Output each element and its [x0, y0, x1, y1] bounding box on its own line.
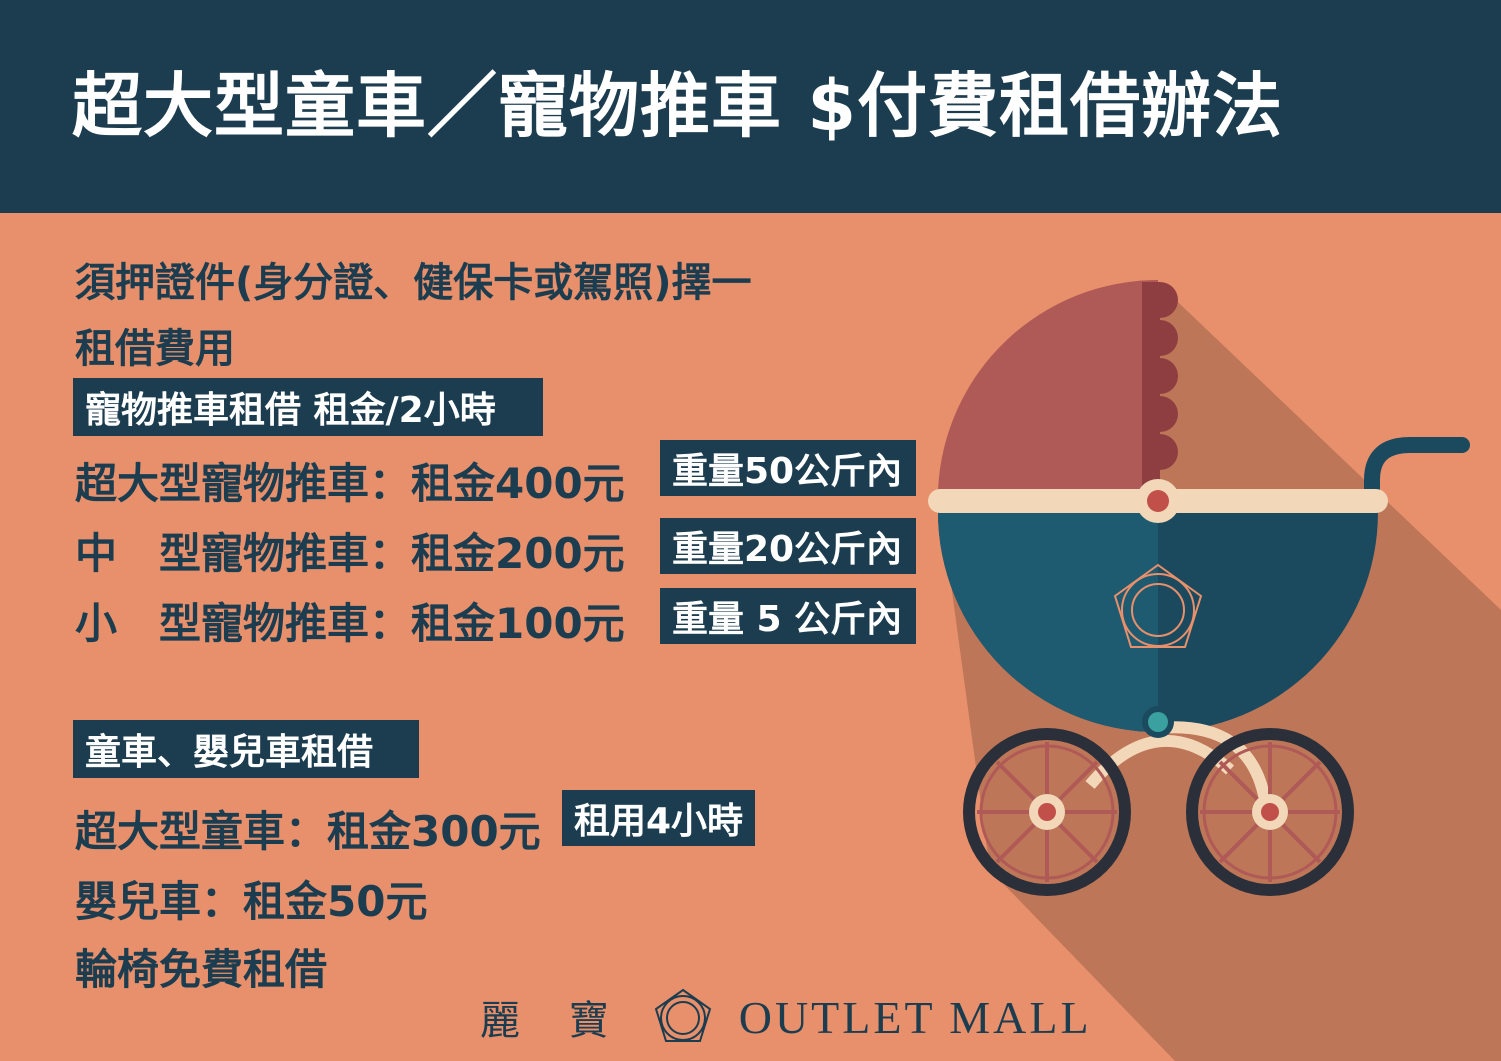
pet-section-label: 寵物推車租借 租金/2小時 — [73, 378, 543, 436]
wheel-right — [1186, 728, 1354, 896]
brand-emblem-icon — [654, 988, 711, 1042]
kids-item-wheelchair: 輪椅免費租借 — [75, 945, 328, 994]
pet-item-m: 中 型寵物推車：租金200元 — [75, 529, 625, 578]
pet-item-xl: 超大型寵物推車：租金400元 — [75, 459, 625, 508]
pet-limit-xl: 重量50公斤內 — [660, 440, 916, 496]
brand-footer: 麗 寶 OUTLET MALL — [480, 985, 1092, 1049]
kids-item-xl: 超大型童車：租金300元 — [75, 807, 541, 856]
pet-limit-s: 重量 5 公斤內 — [660, 588, 916, 644]
kids-section-label: 童車、嬰兒車租借 — [73, 720, 419, 778]
brand-name-en: OUTLET MALL — [738, 991, 1092, 1043]
logo-emblem — [1113, 563, 1203, 648]
header-banner: 超大型童車／寵物推車 $付費租借辦法 — [0, 0, 1501, 213]
pet-item-s: 小 型寵物推車：租金100元 — [75, 599, 625, 648]
kids-item-baby: 嬰兒車：租金50元 — [75, 877, 428, 926]
page-title: 超大型童車／寵物推車 $付費租借辦法 — [72, 65, 1284, 147]
kids-note-xl: 租用4小時 — [562, 790, 755, 846]
pet-limit-m: 重量20公斤內 — [660, 518, 916, 574]
id-requirement: 須押證件(身分證、健保卡或駕照)擇一 — [75, 260, 752, 306]
handle — [1364, 437, 1470, 508]
brand-name-cn: 麗 寶 — [480, 998, 627, 1044]
wheel-left — [963, 728, 1131, 896]
fees-heading: 租借費用 — [75, 326, 235, 372]
stroller-hood — [938, 279, 1158, 490]
